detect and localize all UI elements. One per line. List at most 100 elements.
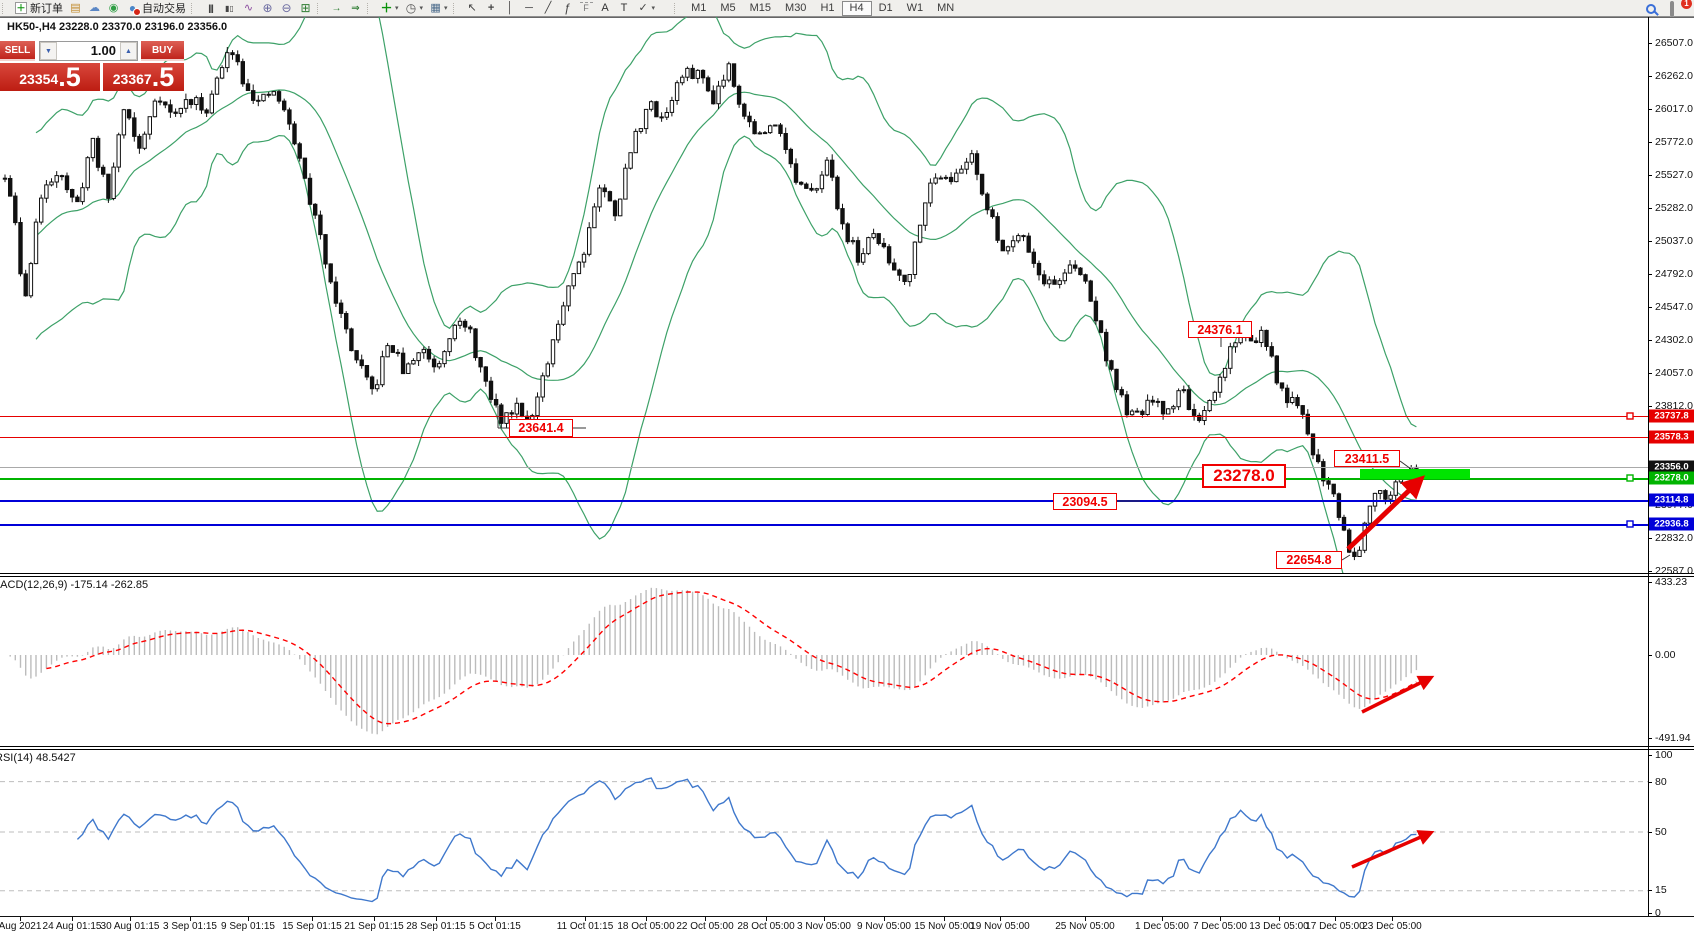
auto-scroll-icon[interactable]: → [327,1,346,16]
trendline-icon[interactable]: ╱ [539,1,558,16]
community-icon: ☁ [89,1,100,14]
timeframe-mn-button[interactable]: MN [937,1,955,14]
chart-ohlc-info: HK50-,H4 23228.0 23370.0 23196.0 23356.0 [7,21,228,33]
axis-tick-label: 26017.0 [1655,103,1693,115]
volume-value[interactable]: 1.00 [90,43,116,58]
sell-button[interactable]: SELL [0,41,35,61]
periods-icon[interactable]: ◷ ▾ [402,1,427,16]
signals-icon[interactable]: ◉ [104,1,123,16]
time-axis-label: 15 Nov 05:00 [914,921,974,932]
price-callout-24376.1[interactable]: 24376.1 [1188,321,1252,338]
horizontal-price-line-23578.3 [0,437,1648,438]
buy-price[interactable]: 23367.5 [103,63,184,91]
vertical-line-icon[interactable]: │ [501,1,520,16]
timeframe-h4-button[interactable]: H4 [841,0,872,16]
trade-group: ＋新订单 ▤ ☁ ◉ ● 自动交易 [0,0,189,16]
candlestick-chart-icon[interactable]: ▮▯ [220,1,239,16]
toolbar-grip [2,2,9,14]
volume-increase-button[interactable]: ▲ [120,42,137,60]
sell-price-main: 23354 [19,71,59,87]
dropdown-caret-icon[interactable]: ▾ [395,5,399,12]
new-order-icon: ＋ [15,2,27,14]
price-tag-23737.8: 23737.8 [1649,409,1694,423]
axis-tick-label: 0.00 [1655,649,1676,661]
buy-button[interactable]: BUY [141,41,184,61]
crosshair-icon[interactable]: + [482,1,501,16]
line-chart-icon[interactable]: ∿ [239,1,258,16]
axis-tick-label: 26262.0 [1655,70,1693,82]
fibonacci-icon[interactable]: ƒ [558,1,577,16]
axis-tick-label: 22587.0 [1655,565,1693,577]
time-axis-label: 28 Oct 05:00 [737,921,795,932]
text-icon[interactable]: A [596,1,615,16]
autotrading-button[interactable]: ● 自动交易 [123,1,189,16]
price-callout-23094.5[interactable]: 23094.5 [1053,493,1117,510]
pane-separator[interactable] [0,746,1694,750]
bar-chart-icon[interactable]: ||| [201,1,220,16]
timeframe-m5-button[interactable]: M5 [720,1,736,14]
search-icon[interactable] [1646,3,1656,14]
cursor-icon[interactable]: ↖ [463,1,482,16]
label-icon[interactable]: T [615,1,634,16]
price-callout-23411.5[interactable]: 23411.5 [1334,450,1400,467]
text-icon: A [601,1,609,14]
timeframe-d1-button[interactable]: D1 [878,1,893,14]
autotrading-icon: ● [126,1,141,16]
arrow-tools-icon: ✓ [638,1,648,14]
axis-tick-label: 25527.0 [1655,169,1693,181]
cursor-icon: ↖ [467,1,477,14]
horizontal-price-line-23737.8 [0,416,1648,417]
chart-frame [0,17,1694,18]
price-callout-22654.8[interactable]: 22654.8 [1276,551,1342,569]
tile-windows-icon[interactable]: ⊞ [296,1,315,16]
axis-tick-label: 26507.0 [1655,37,1693,49]
dropdown-caret-icon[interactable]: ▾ [419,5,424,12]
time-axis-label: 9 Nov 05:00 [857,921,911,932]
time-axis-label: 11 Oct 01:15 [556,921,614,932]
timeframe-m30-button[interactable]: M30 [785,1,807,14]
volume-decrease-button[interactable]: ▼ [40,42,57,60]
horizontal-line-icon: ─ [525,1,533,14]
chart-type-group: ||| ▮▯ ∿ ⊕ ⊖ ⊞ [189,0,315,16]
price-callout-23278.0[interactable]: 23278.0 [1202,464,1286,488]
timeframe-m1-button[interactable]: M1 [691,1,707,14]
dropdown-caret-icon[interactable]: ▾ [651,5,656,12]
timeframe-w1-button[interactable]: W1 [906,1,924,14]
arrow-tools-icon[interactable]: ✓ ▾ [634,1,659,16]
toolbar-grip [367,2,374,14]
time-axis-label: 25 Nov 05:00 [1055,921,1115,932]
timeframe-m15-button[interactable]: M15 [749,1,772,14]
price-tag-23578.3: 23578.3 [1649,430,1694,444]
auto-scroll-icon: → [331,2,342,14]
time-axis-label: 19 Nov 05:00 [970,921,1030,932]
crosshair-icon: + [487,1,495,14]
time-axis-label: 23 Dec 05:00 [1362,921,1422,932]
zoom-in-icon: ⊕ [262,0,273,15]
pane-separator[interactable] [0,573,1694,577]
chat-icon[interactable]: 1 [1670,0,1692,17]
sell-price[interactable]: 23354.5 [0,63,100,91]
horizontal-line-icon[interactable]: ─ [520,1,539,16]
candlestick-chart-icon: ▮▯ [225,3,234,13]
zoom-in-icon[interactable]: ⊕ [258,1,277,16]
dropdown-caret-icon[interactable]: ▾ [444,5,448,12]
community-icon[interactable]: ☁ [85,1,104,16]
chart-shift-icon[interactable]: ⇒ [346,1,365,16]
channel-icon[interactable]: F [577,1,596,16]
draw-group: ↖ + │ ─ ╱ ƒ F A T ✓ ▾ [451,0,659,16]
indicators-icon[interactable]: ＋ ▾ [377,1,402,16]
timeframe-h1-button[interactable]: H1 [820,1,835,14]
horizontal-price-line-23114.8 [0,500,1648,502]
price-callout-23641.4[interactable]: 23641.4 [509,419,573,437]
macd-pane [9,587,1418,735]
tile-windows-icon: ⊞ [300,0,311,15]
zoom-out-icon[interactable]: ⊖ [277,1,296,16]
history-icon[interactable]: ▤ [66,1,85,16]
horizontal-price-line-23356.0 [0,467,1648,468]
bar-chart-icon: ||| [208,2,214,13]
templates-icon[interactable]: ▦ ▾ [426,1,451,16]
new-order-button[interactable]: ＋新订单 [12,1,66,16]
axis-tick-label: 24547.0 [1655,301,1693,313]
